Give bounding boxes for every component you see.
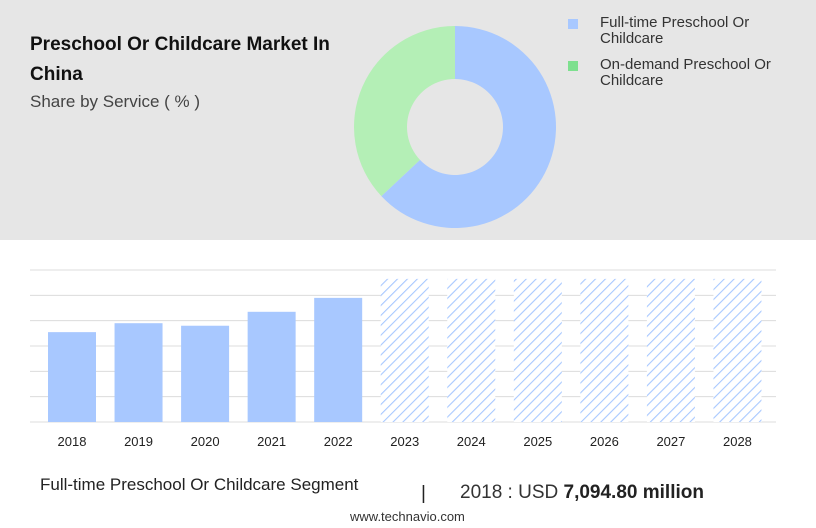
forecast-bar-2025 xyxy=(513,278,562,422)
x-tick-label-2021: 2021 xyxy=(257,434,286,449)
legend-swatch-on-demand xyxy=(568,61,578,71)
legend-label-on-demand: On-demand Preschool Or Childcare xyxy=(600,56,771,89)
legend-label-full-time: Full-time Preschool Or Childcare xyxy=(600,14,750,47)
forecast-bar-2027 xyxy=(646,278,695,422)
bar-2021 xyxy=(247,311,296,422)
source-link[interactable]: www.technavio.com xyxy=(350,509,465,524)
x-tick-label-2022: 2022 xyxy=(324,434,353,449)
x-tick-label-2020: 2020 xyxy=(191,434,220,449)
legend: Full-time Preschool Or Childcare On-dema… xyxy=(568,15,808,99)
donut-slice-full-time xyxy=(381,26,556,228)
x-tick-label-2018: 2018 xyxy=(58,434,87,449)
footer-divider: | xyxy=(421,483,426,504)
forecast-bar-2026 xyxy=(580,278,629,422)
segment-amount: 7,094.80 million xyxy=(563,482,704,503)
bar-2018 xyxy=(48,332,96,422)
x-tick-label-2025: 2025 xyxy=(523,434,552,449)
x-tick-label-2028: 2028 xyxy=(723,434,752,449)
bar-2020 xyxy=(181,325,230,422)
bar-chart: 2018 2019 2020 2021 2022 2023 2024 2025 2026 2027… xyxy=(30,269,776,449)
segment-value: 2018 : USD 7,094.80 million xyxy=(460,482,704,504)
bar-2022 xyxy=(314,297,363,422)
x-tick-label-2027: 2027 xyxy=(656,434,685,449)
x-tick-label-2023: 2023 xyxy=(390,434,419,449)
forecast-bar-2028 xyxy=(713,278,762,422)
x-tick-label-2024: 2024 xyxy=(457,434,486,449)
legend-swatch-full-time xyxy=(568,19,578,29)
chart-title: Preschool Or Childcare Market In China xyxy=(30,34,330,85)
x-tick-label-2019: 2019 xyxy=(124,434,153,449)
x-tick-label-2026: 2026 xyxy=(590,434,619,449)
legend-item-on-demand: On-demand Preschool Or Childcare xyxy=(568,57,808,89)
segment-year-prefix: 2018 : USD xyxy=(460,482,559,503)
legend-item-full-time: Full-time Preschool Or Childcare xyxy=(568,15,808,47)
donut-slice-on-demand xyxy=(354,26,455,197)
chart-subtitle: Share by Service ( % ) xyxy=(30,92,201,111)
forecast-bar-2024 xyxy=(447,278,496,422)
donut-chart xyxy=(354,26,556,228)
forecast-bar-2023 xyxy=(380,278,429,422)
segment-label: Full-time Preschool Or Childcare Segment xyxy=(40,475,359,494)
bar-2019 xyxy=(114,323,163,422)
